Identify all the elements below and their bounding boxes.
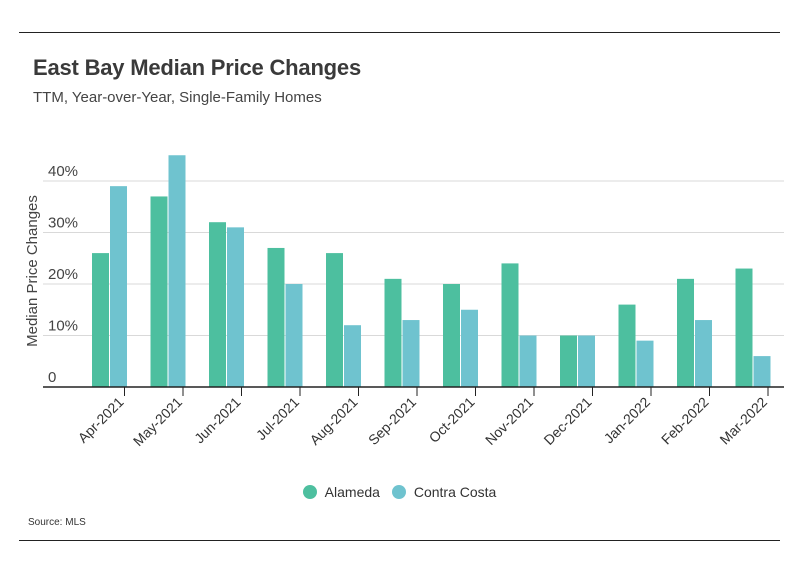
bar-contra-costa [519,335,537,387]
bar-contra-costa [402,320,420,387]
bar-alameda [677,278,694,387]
x-tick-label: May-2021 [130,394,185,449]
y-axis-title: Median Price Changes [24,195,41,347]
bar-contra-costa [344,325,361,387]
bar-contra-costa [461,309,478,387]
bar-contra-costa [110,186,127,387]
legend-item-alameda: Alameda [302,484,380,500]
x-tick-label: Dec-2021 [540,394,594,448]
legend-item-contra-costa: Contra Costa [391,484,497,500]
x-tick-label: Mar-2022 [716,394,770,448]
bottom-rule [19,540,780,541]
x-tick-label: Feb-2022 [658,394,712,448]
legend-swatch-contra-costa [391,485,406,499]
x-tick-label: Nov-2021 [482,394,536,448]
x-tick-label: Oct-2021 [426,394,478,446]
y-tick-label: 0 [48,369,56,386]
x-tick-label: Aug-2021 [306,394,360,448]
bar-contra-costa [168,155,186,387]
legend-label-alameda: Alameda [324,484,380,500]
x-tick-label: Jun-2021 [191,394,244,447]
legend-label-contra-costa: Contra Costa [413,484,497,500]
legend: Alameda Contra Costa [0,484,799,502]
bar-contra-costa [285,284,303,387]
x-tick-label: Apr-2021 [75,394,127,446]
bar-alameda [560,335,577,387]
bar-alameda [326,253,343,387]
chart-subtitle: TTM, Year-over-Year, Single-Family Homes [33,89,322,106]
bar-alameda [92,253,109,387]
y-tick-label: 10% [48,318,78,335]
y-tick-label: 40% [48,163,78,180]
bar-alameda [150,196,168,387]
bar-contra-costa [227,227,244,387]
bar-alameda [443,284,460,387]
source-note: Source: MLS [28,517,86,528]
y-tick-label: 30% [48,215,78,232]
chart-title: East Bay Median Price Changes [33,55,361,80]
bar-alameda [735,268,753,387]
x-tick-label: Jan-2022 [601,394,654,447]
bar-contra-costa [753,356,771,387]
bar-contra-costa [578,335,595,387]
bar-alameda [209,222,226,387]
bar-contra-costa [695,320,712,387]
bar-alameda [267,247,285,387]
bar-alameda [618,304,636,387]
y-tick-label: 20% [48,266,78,283]
bar-contra-costa [636,340,654,387]
top-rule [19,32,780,33]
legend-swatch-alameda [302,485,317,499]
bar-alameda [501,263,519,387]
bar-alameda [384,278,402,387]
x-tick-label: Jul-2021 [253,394,302,443]
x-tick-label: Sep-2021 [365,394,419,448]
